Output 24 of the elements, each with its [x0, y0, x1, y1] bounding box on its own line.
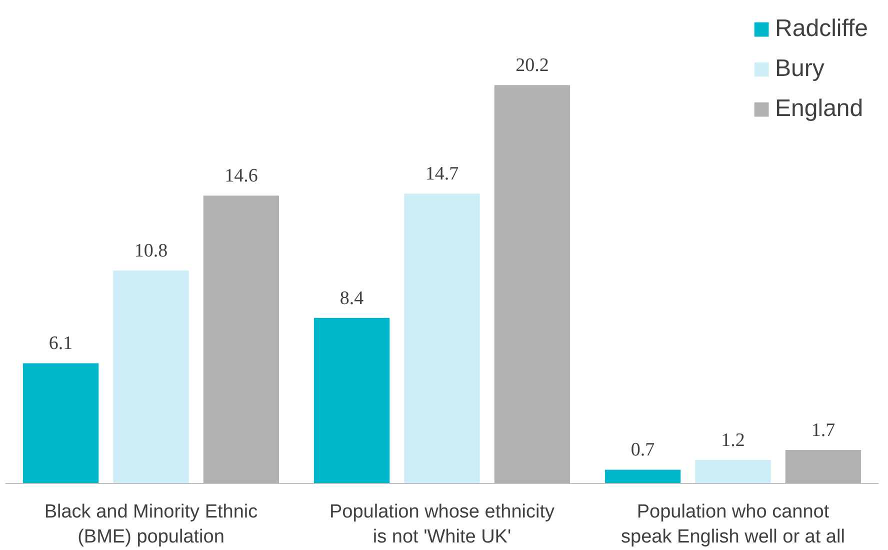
legend-label: Bury	[775, 55, 824, 83]
data-label: 14.6	[224, 166, 258, 187]
data-label: 8.4	[340, 288, 364, 309]
legend-label: Radcliffe	[775, 15, 868, 43]
bar	[695, 460, 771, 484]
bar	[314, 318, 390, 484]
data-label: 20.2	[516, 55, 549, 76]
data-label: 10.8	[134, 240, 168, 262]
bar	[494, 85, 570, 484]
x-tick-label: Population who cannot speak English well or at all	[621, 502, 845, 548]
data-label: 14.7	[425, 164, 459, 185]
bar	[113, 270, 189, 484]
x-tick-label: Population whose ethnicity is not 'White UK'	[330, 502, 555, 548]
bar	[203, 196, 280, 484]
bar	[785, 450, 862, 484]
data-label: 1.7	[811, 420, 836, 441]
legend-label: England	[775, 95, 864, 123]
data-label: 0.7	[630, 440, 655, 461]
bar	[22, 363, 99, 484]
data-label: 1.2	[721, 430, 745, 451]
bar	[604, 470, 681, 484]
data-label: 6.1	[48, 333, 73, 354]
x-tick-label: Black and Minority Ethnic (BME) population	[44, 502, 258, 548]
bar	[404, 194, 480, 484]
